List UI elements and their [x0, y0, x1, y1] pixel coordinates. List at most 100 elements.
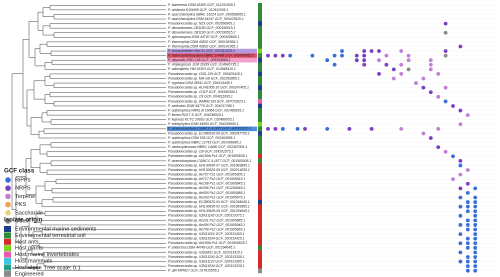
gcf-dot — [369, 126, 374, 131]
gcf-dot — [443, 49, 448, 53]
gcf-dot — [465, 264, 470, 269]
origin-strip — [258, 250, 262, 255]
legend-swatch — [5, 201, 11, 208]
origin-strip — [258, 135, 262, 141]
gcf-dot — [303, 126, 307, 131]
leaf-label: P. ferrea RG17-S GCF_004338925.1 — [168, 113, 224, 117]
gcf-dot — [458, 259, 463, 264]
leaf-label: P. antarctica DSM 44749 GCF_001294645.1 — [168, 246, 235, 250]
legend-swatch — [5, 177, 11, 183]
gcf-dot — [443, 30, 448, 35]
gcf-dot — [428, 67, 433, 72]
leaf-label: Pseudonocardia sp. Ae706 Ps2 GCF_0019059… — [168, 227, 245, 231]
origin-strip — [258, 154, 262, 159]
origin-strip — [258, 12, 262, 17]
leaf-label: Pseudonocardia sp. C8 GCF_004011695.1 — [168, 95, 233, 99]
gcf-dot — [295, 126, 300, 131]
legend-swatch — [5, 210, 11, 216]
origin-strip — [258, 53, 262, 59]
origin-strip — [258, 25, 262, 31]
leaf-label: Pseudonocardia sp. N23 GCF_002066965.1 — [168, 21, 235, 25]
leaf-label: Pseudonocardia sp. ICBG1293 GCF_02031335… — [168, 255, 245, 259]
gcf-dot — [465, 259, 470, 264]
leaf-label: P. cypriaca DSM 45511 GCF_004114445.1 — [168, 81, 233, 85]
gcf-dot — [340, 53, 344, 58]
gcf-dot — [273, 126, 278, 131]
gcf-dot — [443, 21, 448, 26]
origin-strip — [258, 204, 262, 210]
gcf-dot — [443, 99, 448, 104]
leaf-label: P. autotrophica NRRL B-16064 GCF_0014669… — [168, 108, 244, 112]
origin-strip — [258, 112, 262, 118]
legend-label: Host mammals — [15, 258, 52, 264]
leaf-label: Pseudonocardia sp. Ae707 Ps1 GCF_0019059… — [168, 173, 245, 177]
gcf-dot — [362, 58, 367, 63]
gcf-dot — [436, 94, 441, 99]
gcf-dot — [473, 213, 478, 218]
origin-strip — [258, 131, 262, 136]
origin-strip — [258, 30, 262, 36]
origin-strip — [258, 35, 262, 40]
gcf-dot — [325, 58, 330, 63]
gcf-dot — [266, 126, 270, 131]
gcf-dot — [406, 58, 411, 63]
leaf-label: Pseudonocardia sp. AL041005-10 GCF_00024… — [168, 86, 249, 90]
leaf-label: P. thermophila DSM 43832 GCF_900142365.1 — [168, 44, 238, 48]
leaf-label: Pseudonocardia sp. MH-G8 GCF_002262885.1 — [168, 76, 240, 80]
legend-label: Terpene — [15, 194, 35, 200]
leaf-label: Pseudonocardia sp. Ae505 Ps2 GCF_0019059… — [168, 191, 245, 195]
gcf-dot — [399, 126, 404, 131]
leaf-label: Pseudonocardia sp. HH130629-09 GCF_00129… — [168, 209, 250, 213]
leaf-label: Pseudonocardia sp. Ae150A Ps1 GCF_001905… — [168, 241, 247, 245]
leaf-label: Pseudonocardia sp. Ae331 Ps2 GCF_0019058… — [168, 218, 245, 222]
origin-strip — [258, 80, 262, 86]
legend-swatch — [5, 193, 11, 200]
origin-strip — [258, 236, 262, 242]
origin-strip — [258, 268, 262, 274]
origin-strip — [258, 103, 262, 109]
gcf-dot — [458, 108, 463, 113]
gcf-dot — [377, 72, 381, 76]
leaf-label: Pseudonocardia sp. ICBG1122 GCF_02031338… — [168, 259, 244, 263]
origin-strip — [258, 263, 262, 269]
gcf-dot — [465, 113, 470, 118]
legend-label: Host plants — [15, 246, 43, 252]
gcf-dot — [325, 126, 330, 131]
gcf-dot — [458, 122, 463, 127]
leaf-label: Pseudonocardia sp. Ae263 Ps1 GCF_0019058… — [168, 195, 245, 199]
gcf-dot — [473, 186, 478, 191]
origin-strip — [258, 254, 262, 260]
leaf-label: Pseudonocardia sp. EC080625-04 GCF_00129… — [168, 200, 250, 204]
gcf-dot — [391, 67, 396, 72]
leaf-label: P. spinosispora DSM 44797 GCF_000428845.… — [168, 35, 239, 39]
leaf-label: Pseudonocardia sp. ICBG1001 GCF_02031346… — [168, 232, 245, 236]
origin-strip — [258, 231, 262, 237]
origin-strip — [258, 126, 262, 132]
gcf-dot — [473, 268, 478, 273]
gcf-dot — [465, 241, 470, 246]
gcf-dot — [310, 53, 315, 58]
origin-strip — [258, 208, 262, 214]
gcf-dot — [273, 53, 278, 58]
origin-strip — [258, 71, 262, 77]
legend-title: Isolate origin — [4, 217, 43, 224]
gcf-dot — [465, 245, 470, 250]
gcf-dot — [377, 49, 381, 53]
gcf-dot — [473, 255, 478, 259]
leaf-label: Pseudonocardia sp. HH130630-02 GCF_00196… — [168, 205, 250, 209]
gcf-dot — [473, 204, 478, 209]
leaf-label: P. dioxanivorans CB1190 GCF_000196515.1 — [168, 26, 235, 30]
gcf-dot — [399, 72, 404, 76]
leaf-label: Pseudonocardia sp. CB GCF_014261575.1 — [168, 150, 234, 154]
leaf-label: Pseudonocardia sp. CNS-139 GCF_000425425… — [168, 72, 243, 76]
legend-label: PKS — [15, 202, 26, 208]
gcf-dot — [288, 53, 293, 58]
leaf-label: Pseudonocardia sp. ICBG1142 GCF_02031337… — [168, 214, 244, 218]
origin-strip — [258, 39, 262, 45]
phylogenetic-tree — [11, 5, 166, 271]
gcf-dot — [458, 250, 463, 255]
gcf-dot — [399, 62, 404, 67]
leaf-label: P. asaccharolytica DSM 44247 GCF_0004236… — [168, 17, 244, 21]
gcf-dot — [384, 62, 389, 67]
leaf-label: Pseudonocardia sp. Ae406 Ps2 GCF_0019059… — [168, 223, 245, 227]
